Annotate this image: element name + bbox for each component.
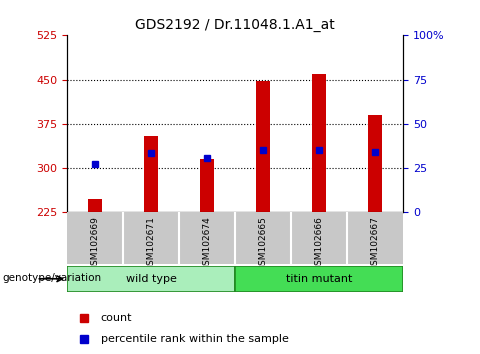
Bar xyxy=(256,81,270,212)
Title: GDS2192 / Dr.11048.1.A1_at: GDS2192 / Dr.11048.1.A1_at xyxy=(135,18,335,32)
Text: GSM102666: GSM102666 xyxy=(315,217,324,272)
Text: wild type: wild type xyxy=(126,274,177,284)
Text: GSM102665: GSM102665 xyxy=(259,217,268,272)
Text: GSM102667: GSM102667 xyxy=(371,217,380,272)
Bar xyxy=(368,115,382,212)
Text: GSM102674: GSM102674 xyxy=(203,217,212,271)
Bar xyxy=(235,266,403,292)
Text: count: count xyxy=(101,313,132,323)
Text: GSM102669: GSM102669 xyxy=(91,217,100,272)
Bar xyxy=(200,159,214,212)
Bar xyxy=(67,266,235,292)
Bar xyxy=(144,136,158,212)
Text: percentile rank within the sample: percentile rank within the sample xyxy=(101,334,288,344)
Text: GSM102671: GSM102671 xyxy=(147,217,156,272)
Bar xyxy=(312,74,326,212)
Bar xyxy=(88,199,102,212)
Text: titin mutant: titin mutant xyxy=(286,274,352,284)
Text: genotype/variation: genotype/variation xyxy=(2,273,102,283)
